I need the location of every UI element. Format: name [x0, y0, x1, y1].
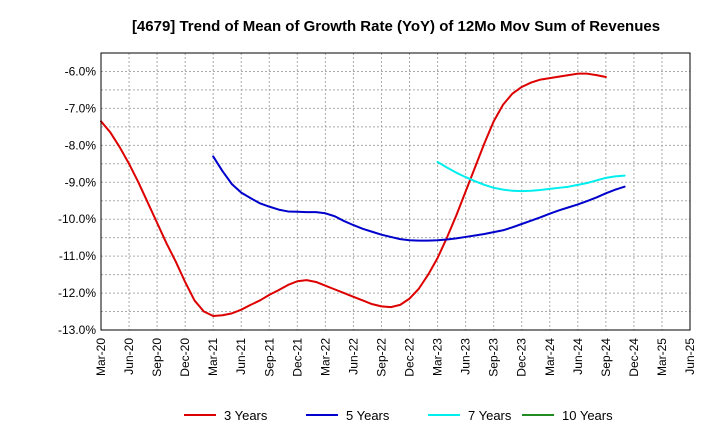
x-tick-label: Sep-24	[599, 338, 613, 377]
series-line-3-years	[100, 72, 607, 317]
legend-label-7-years: 7 Years	[468, 408, 512, 423]
series-layer	[100, 72, 626, 317]
x-tick-label: Dec-24	[627, 338, 641, 377]
x-tick-label: Mar-22	[318, 338, 332, 376]
y-tick-label: -6.0%	[65, 64, 97, 78]
x-tick-label: Jun-24	[571, 338, 585, 375]
legend-label-10-years: 10 Years	[562, 408, 613, 423]
x-tick-label: Jun-22	[346, 338, 360, 375]
x-tick-label: Mar-24	[543, 338, 557, 376]
chart-title: [4679] Trend of Mean of Growth Rate (YoY…	[132, 18, 660, 35]
x-tick-label: Dec-23	[515, 338, 529, 377]
grid-layer	[100, 52, 691, 331]
x-tick-label: Sep-21	[262, 338, 276, 377]
legend-label-3-years: 3 Years	[224, 408, 268, 423]
x-tick-label: Sep-22	[374, 338, 388, 377]
x-tick-label: Jun-23	[459, 338, 473, 375]
y-tick-label: -9.0%	[65, 175, 97, 189]
plot-frame	[100, 52, 691, 331]
x-tick-label: Mar-23	[431, 338, 445, 376]
x-tick-label: Jun-25	[683, 338, 697, 375]
y-tick-label: -7.0%	[65, 101, 97, 115]
y-tick-label: -13.0%	[58, 323, 96, 337]
axis-layer: -6.0% -7.0% -8.0% -9.0% -10.0% -11.0% -12.0% -1…	[58, 52, 697, 377]
series-line-7-years	[436, 160, 626, 193]
x-tick-label: Mar-20	[94, 338, 108, 376]
x-tick-label: Jun-20	[122, 338, 136, 375]
legend: 3 Years 5 Years 7 Years 10 Years	[184, 408, 613, 423]
x-tick-label: Mar-21	[206, 338, 220, 376]
x-tick-label: Sep-20	[150, 338, 164, 377]
y-tick-label: -11.0%	[59, 249, 96, 263]
y-tick-label: -12.0%	[58, 286, 96, 300]
legend-label-5-years: 5 Years	[346, 408, 390, 423]
y-tick-label: -8.0%	[65, 138, 97, 152]
y-tick-label: -10.0%	[58, 212, 96, 226]
series-line-5-years	[212, 155, 626, 242]
x-tick-label: Dec-21	[290, 338, 304, 377]
x-tick-label: Dec-22	[403, 338, 417, 377]
x-tick-label: Jun-21	[234, 338, 248, 375]
plot-area	[101, 53, 690, 330]
x-tick-label: Mar-25	[655, 338, 669, 376]
x-tick-label: Sep-23	[487, 338, 501, 377]
x-tick-label: Dec-20	[178, 338, 192, 377]
